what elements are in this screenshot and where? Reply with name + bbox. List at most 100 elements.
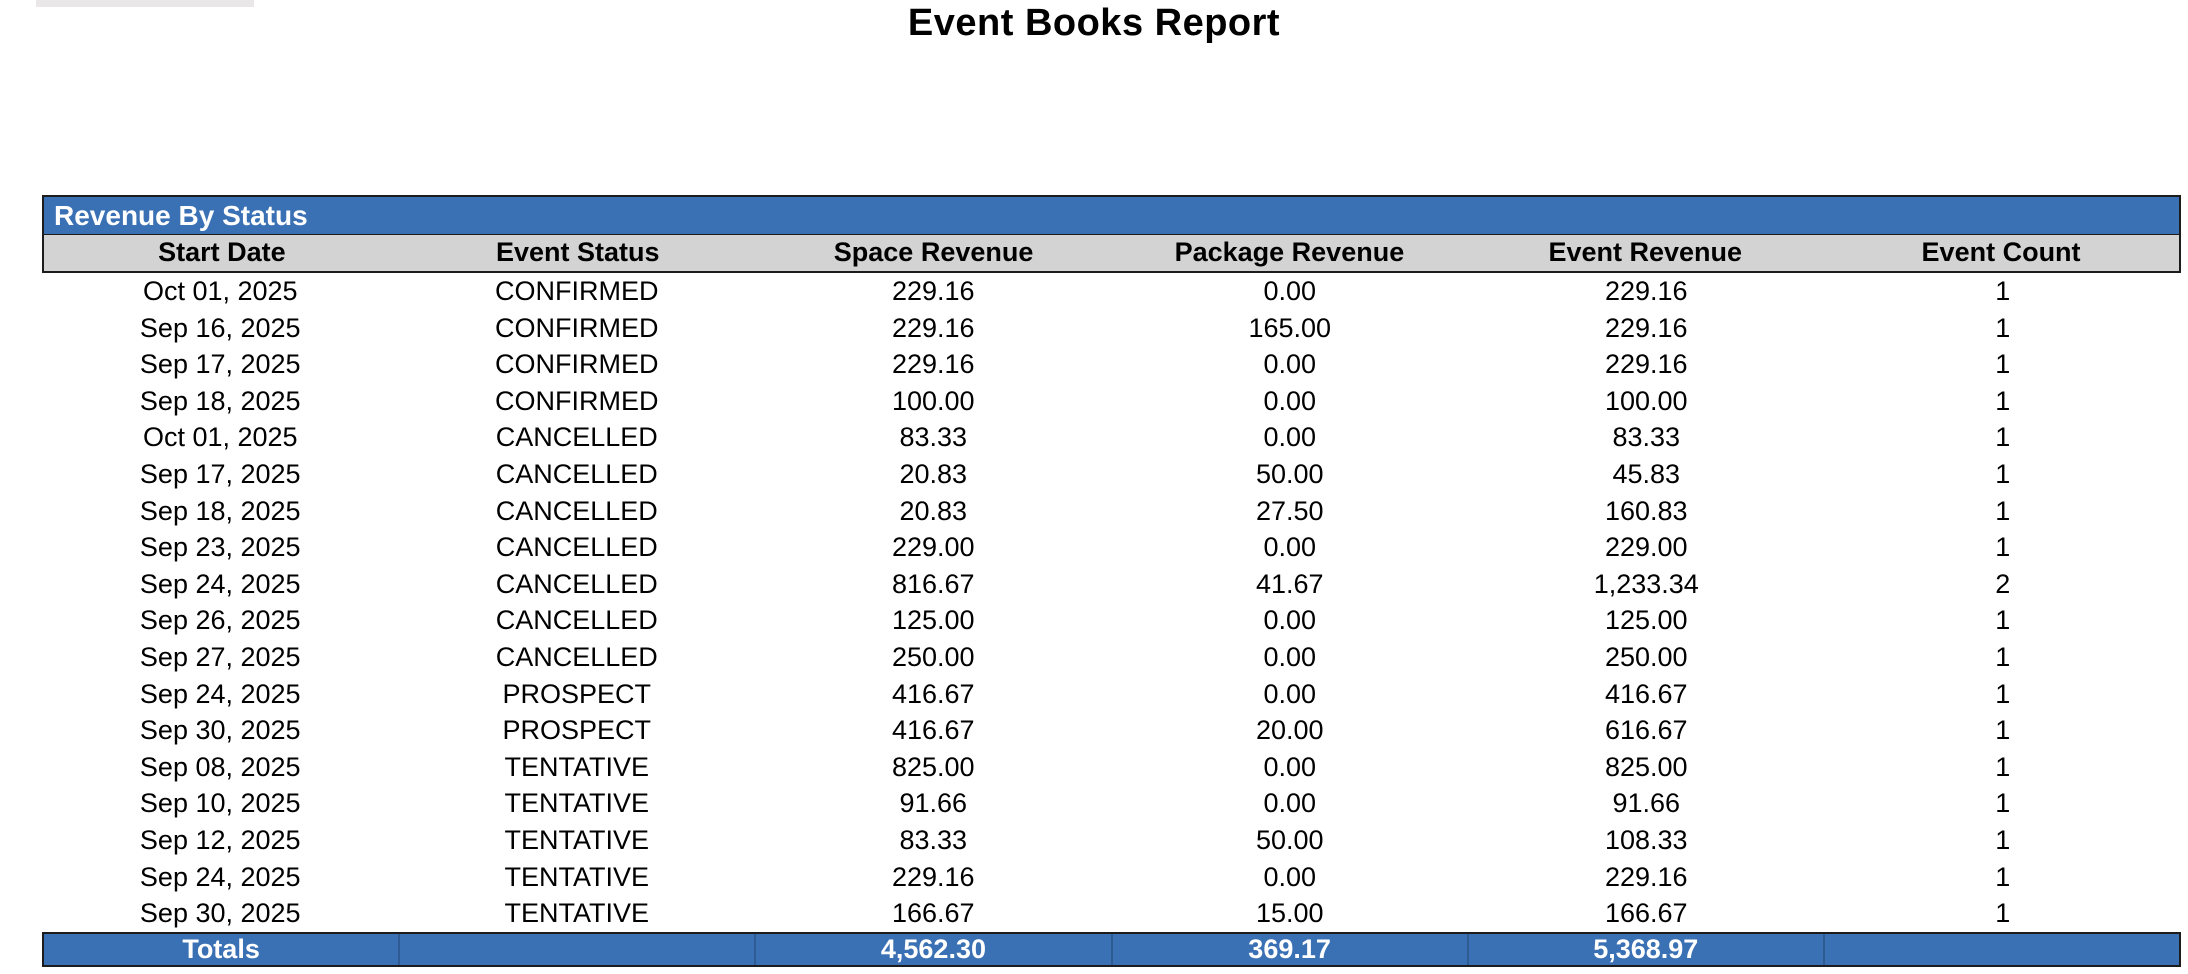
- table-cell: 229.16: [891, 312, 975, 343]
- table-cell: 15.00: [1255, 898, 1324, 929]
- table-cell: CONFIRMED: [495, 349, 659, 380]
- table-cell: 83.33: [1612, 422, 1681, 453]
- revenue-by-status-table: Revenue By Status Start Date Event Statu…: [42, 195, 2181, 967]
- table-cell: 1: [1995, 385, 2011, 416]
- table-cell: 416.67: [891, 715, 975, 746]
- table-cell: 1: [1995, 458, 2011, 489]
- column-header-event-count: Event Count: [1921, 237, 2081, 267]
- table-cell: 0.00: [1263, 788, 1317, 819]
- table-cell: 0.00: [1263, 276, 1317, 306]
- table-cell: 0.00: [1263, 385, 1317, 416]
- column-header-event-status: Event Status: [495, 237, 660, 267]
- table-cell: 50.00: [1255, 824, 1324, 855]
- table-cell: 1,233.34: [1593, 568, 1699, 599]
- table-cell: Sep 17, 2025: [139, 349, 301, 380]
- table-cell: 229.16: [891, 349, 975, 380]
- table-cell: PROSPECT: [502, 678, 652, 709]
- table-cell: 20.00: [1255, 715, 1324, 746]
- table-cell: 100.00: [1604, 385, 1688, 416]
- table-cell: 616.67: [1604, 715, 1688, 746]
- table-cell: Sep 27, 2025: [139, 641, 301, 672]
- table-cell: 125.00: [891, 605, 975, 636]
- table-row: Sep 23, 2025 CANCELLED 229.00 0.00 229.00 1: [42, 529, 2181, 566]
- table-row: Sep 08, 2025 TENTATIVE 825.00 0.00 825.00 1: [42, 749, 2181, 786]
- table-cell: Sep 08, 2025: [139, 751, 301, 782]
- table-cell: 2: [1995, 568, 2011, 599]
- table-cell: CONFIRMED: [495, 276, 659, 306]
- table-row: Sep 18, 2025 CANCELLED 20.83 27.50 160.83 1: [42, 493, 2181, 530]
- table-cell: 0.00: [1263, 422, 1317, 453]
- table-cell: 0.00: [1263, 678, 1317, 709]
- table-row: Oct 01, 2025 CANCELLED 83.33 0.00 83.33 1: [42, 419, 2181, 456]
- table-row: Oct 01, 2025 CONFIRMED 229.16 0.00 229.16 1: [42, 273, 2181, 310]
- table-row: Sep 30, 2025 PROSPECT 416.67 20.00 616.67 1: [42, 712, 2181, 749]
- table-cell: CANCELLED: [495, 641, 658, 672]
- table-cell: Sep 23, 2025: [139, 532, 301, 563]
- column-header-space-revenue: Space Revenue: [833, 237, 1034, 267]
- table-cell: 108.33: [1604, 824, 1688, 855]
- table-cell: 41.67: [1255, 568, 1324, 599]
- table-cell: PROSPECT: [502, 715, 652, 746]
- table-header-row: Start Date Event Status Space Revenue Pa…: [42, 235, 2181, 273]
- table-cell: CONFIRMED: [495, 385, 659, 416]
- table-cell: TENTATIVE: [504, 751, 649, 782]
- column-header-start-date: Start Date: [158, 237, 286, 267]
- table-cell: 20.83: [899, 495, 968, 526]
- table-cell: 229.00: [891, 532, 975, 563]
- table-cell: 1: [1995, 312, 2011, 343]
- totals-row: Totals 4,562.30 369.17 5,368.97: [42, 931, 2181, 967]
- column-header-event-revenue: Event Revenue: [1548, 237, 1743, 267]
- table-cell: Sep 30, 2025: [139, 898, 301, 929]
- section-header: Revenue By Status: [42, 195, 2181, 235]
- table-cell: 0.00: [1263, 861, 1317, 892]
- table-cell: TENTATIVE: [504, 824, 649, 855]
- table-cell: Sep 24, 2025: [139, 678, 301, 709]
- table-cell: Oct 01, 2025: [142, 276, 298, 306]
- table-row: Sep 27, 2025 CANCELLED 250.00 0.00 250.00 1: [42, 639, 2181, 676]
- table-row: Sep 12, 2025 TENTATIVE 83.33 50.00 108.33 1: [42, 822, 2181, 859]
- table-cell: 27.50: [1255, 495, 1324, 526]
- table-cell: 1: [1995, 788, 2011, 819]
- table-cell: 0.00: [1263, 751, 1317, 782]
- table-cell: Sep 18, 2025: [139, 385, 301, 416]
- table-cell: 83.33: [899, 824, 968, 855]
- table-row: Sep 24, 2025 CANCELLED 816.67 41.67 1,233.34…: [42, 566, 2181, 603]
- table-cell: 20.83: [899, 458, 968, 489]
- table-cell: 166.67: [891, 898, 975, 929]
- table-row: Sep 26, 2025 CANCELLED 125.00 0.00 125.00 1: [42, 602, 2181, 639]
- table-row: Sep 18, 2025 CONFIRMED 100.00 0.00 100.00 1: [42, 383, 2181, 420]
- totals-label: Totals: [182, 933, 260, 964]
- table-row: Sep 24, 2025 TENTATIVE 229.16 0.00 229.16 1: [42, 859, 2181, 896]
- table-cell: 83.33: [899, 422, 968, 453]
- table-cell: Sep 17, 2025: [139, 458, 301, 489]
- table-cell: 1: [1995, 898, 2011, 929]
- totals-package-revenue: 369.17: [1110, 933, 1467, 965]
- table-cell: 229.16: [891, 276, 975, 306]
- table-cell: 1: [1995, 349, 2011, 380]
- table-cell: 1: [1995, 422, 2011, 453]
- table-row: Sep 24, 2025 PROSPECT 416.67 0.00 416.67 1: [42, 676, 2181, 713]
- table-cell: CANCELLED: [495, 568, 658, 599]
- table-cell: Sep 26, 2025: [139, 605, 301, 636]
- table-cell: 1: [1995, 824, 2011, 855]
- table-cell: 229.00: [1604, 532, 1688, 563]
- table-cell: 0.00: [1263, 349, 1317, 380]
- table-cell: 229.16: [1604, 276, 1688, 306]
- table-cell: Sep 24, 2025: [139, 861, 301, 892]
- table-cell: 50.00: [1255, 458, 1324, 489]
- table-cell: 91.66: [899, 788, 968, 819]
- totals-event-revenue: 5,368.97: [1466, 933, 1823, 965]
- table-body: Oct 01, 2025 CONFIRMED 229.16 0.00 229.16 1 Se…: [42, 273, 2181, 932]
- table-cell: CANCELLED: [495, 422, 658, 453]
- table-cell: 229.16: [1604, 861, 1688, 892]
- table-cell: 0.00: [1263, 605, 1317, 636]
- table-cell: 165.00: [1248, 312, 1332, 343]
- table-cell: 229.16: [1604, 349, 1688, 380]
- table-cell: 0.00: [1263, 532, 1317, 563]
- table-cell: 1: [1995, 678, 2011, 709]
- table-cell: TENTATIVE: [504, 898, 649, 929]
- table-cell: 1: [1995, 751, 2011, 782]
- table-cell: TENTATIVE: [504, 788, 649, 819]
- totals-space-revenue: 4,562.30: [754, 933, 1110, 965]
